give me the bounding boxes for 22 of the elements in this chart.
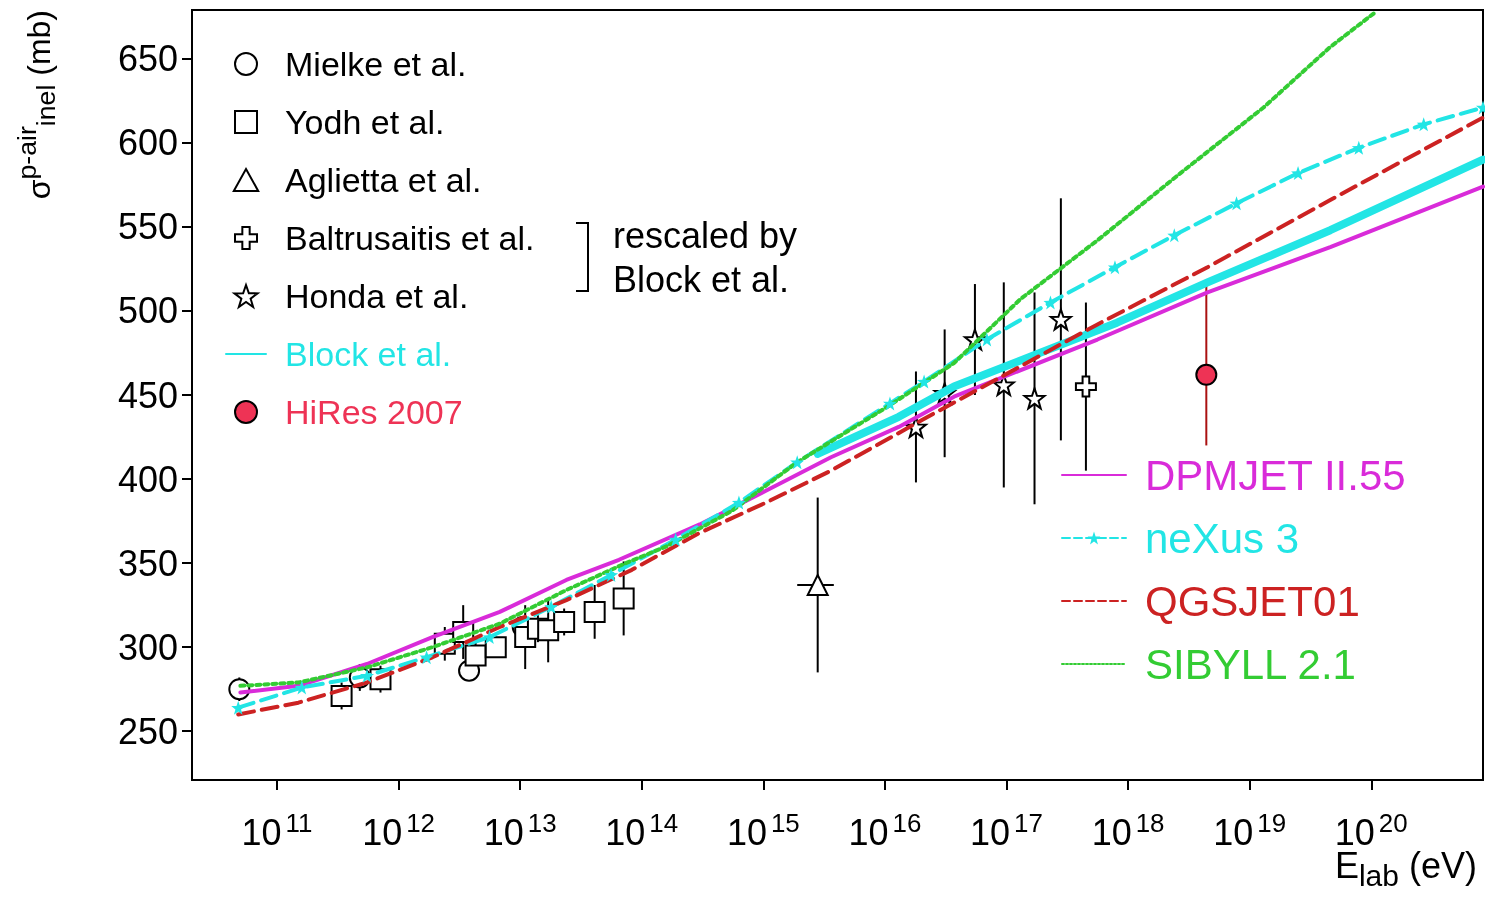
y-tick-label: 600 [117, 122, 178, 164]
legend-label: Yodh et al. [285, 103, 445, 141]
legend-label: Block et al. [285, 335, 452, 373]
legend-label: QGSJET01 [1145, 577, 1360, 625]
legend-label: SIBYLL 2.1 [1145, 640, 1356, 688]
legend-label: Mielke et al. [285, 45, 467, 83]
y-tick-label: 550 [117, 206, 178, 248]
legend-label: HiRes 2007 [285, 393, 463, 431]
annotation: rescaled by Block et al. [613, 214, 798, 300]
y-tick-label: 350 [117, 542, 178, 584]
y-tick-label: 250 [117, 710, 178, 752]
legend-label: DPMJET II.55 [1145, 451, 1406, 499]
legend-label: Baltrusaitis et al. [285, 219, 535, 257]
y-tick-label: 650 [117, 38, 178, 80]
y-tick-label: 500 [117, 290, 178, 332]
y-tick-label: 400 [117, 458, 178, 500]
legend-label: Honda et al. [285, 277, 469, 315]
y-tick-label: 450 [117, 374, 178, 416]
legend-label: neXus 3 [1145, 514, 1300, 562]
legend-label: Aglietta et al. [285, 161, 482, 199]
x-axis-title: E$_{lab}$ (eV) [1334, 844, 1477, 893]
y-tick-label: 300 [117, 626, 178, 668]
